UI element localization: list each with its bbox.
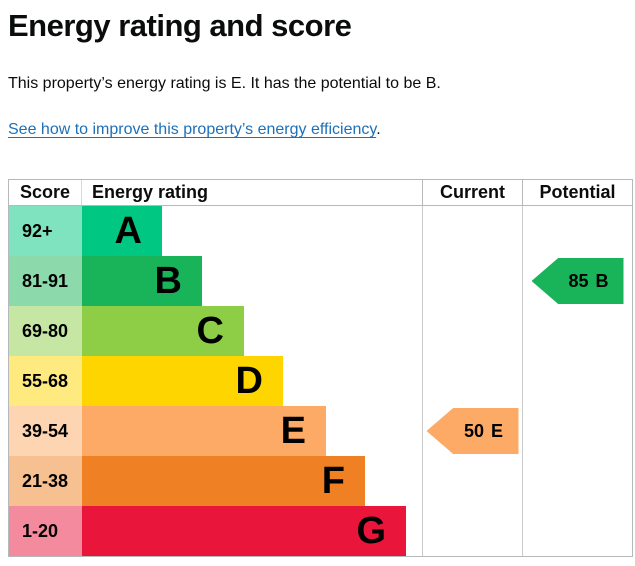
band-bar-f: F xyxy=(82,456,365,506)
score-range-d: 55-68 xyxy=(9,356,82,406)
rating-cell-a: A xyxy=(82,206,422,256)
band-bar-d: D xyxy=(82,356,283,406)
band-letter-a: A xyxy=(114,210,142,252)
current-cell-a xyxy=(422,206,522,256)
score-range-b: 81-91 xyxy=(9,256,82,306)
potential-cell-d xyxy=(522,356,632,406)
score-range-e: 39-54 xyxy=(9,406,82,456)
current-cell-b xyxy=(422,256,522,306)
band-bar-b: B xyxy=(82,256,202,306)
band-row-d: 55-68 D xyxy=(9,356,632,406)
potential-band-letter: B xyxy=(595,270,609,291)
current-band-letter: E xyxy=(491,420,504,441)
rating-cell-d: D xyxy=(82,356,422,406)
rating-cell-b: B xyxy=(82,256,422,306)
current-cell-e: 50 E xyxy=(422,406,522,456)
current-score-value: 50 xyxy=(463,420,484,441)
score-range-a: 92+ xyxy=(9,206,82,256)
potential-score-value: 85 xyxy=(568,270,589,291)
score-range-f: 21-38 xyxy=(9,456,82,506)
epc-rows: 92+ A 81-91 B 85 B 69-80 C 55-68 D 39-54 E 50 E 21-38 F… xyxy=(9,206,632,556)
band-bar-c: C xyxy=(82,306,244,356)
link-suffix: . xyxy=(376,121,381,138)
current-cell-g xyxy=(422,506,522,556)
rating-cell-g: G xyxy=(82,506,422,556)
band-row-a: 92+ A xyxy=(9,206,632,256)
header-current: Current xyxy=(422,180,522,205)
band-bar-g: G xyxy=(82,506,406,556)
current-rating-arrow: 50 E xyxy=(426,408,519,454)
band-letter-e: E xyxy=(280,410,306,452)
band-letter-b: B xyxy=(154,260,182,302)
score-range-c: 69-80 xyxy=(9,306,82,356)
potential-cell-g xyxy=(522,506,632,556)
band-row-c: 69-80 C xyxy=(9,306,632,356)
current-cell-c xyxy=(422,306,522,356)
band-bar-a: A xyxy=(82,206,162,256)
potential-cell-e xyxy=(522,406,632,456)
potential-cell-b: 85 B xyxy=(522,256,632,306)
band-row-g: 1-20 G xyxy=(9,506,632,556)
page-title: Energy rating and score xyxy=(8,8,352,43)
header-score: Score xyxy=(9,180,82,205)
band-row-e: 39-54 E 50 E xyxy=(9,406,632,456)
rating-cell-c: C xyxy=(82,306,422,356)
potential-rating-arrow: 85 B xyxy=(531,258,624,304)
current-cell-d xyxy=(422,356,522,406)
band-letter-f: F xyxy=(321,460,345,502)
potential-cell-a xyxy=(522,206,632,256)
table-header-row: Score Energy rating Current Potential xyxy=(9,180,632,206)
improve-efficiency-link[interactable]: See how to improve this property’s energ… xyxy=(8,121,377,138)
band-row-b: 81-91 B 85 B xyxy=(9,256,632,306)
band-bar-e: E xyxy=(82,406,326,456)
header-energy-rating: Energy rating xyxy=(92,182,209,202)
band-letter-g: G xyxy=(356,510,386,552)
rating-summary-text: This property’s energy rating is E. It h… xyxy=(8,75,441,92)
band-letter-d: D xyxy=(235,360,263,402)
score-range-g: 1-20 xyxy=(9,506,82,556)
header-potential: Potential xyxy=(522,180,632,205)
rating-cell-e: E xyxy=(82,406,422,456)
band-row-f: 21-38 F xyxy=(9,456,632,506)
potential-cell-f xyxy=(522,456,632,506)
rating-cell-f: F xyxy=(82,456,422,506)
band-letter-c: C xyxy=(196,310,224,352)
current-cell-f xyxy=(422,456,522,506)
energy-rating-table: Score Energy rating Current Potential 92… xyxy=(8,179,633,557)
potential-cell-c xyxy=(522,306,632,356)
improve-link-line: See how to improve this property’s energ… xyxy=(8,120,635,139)
